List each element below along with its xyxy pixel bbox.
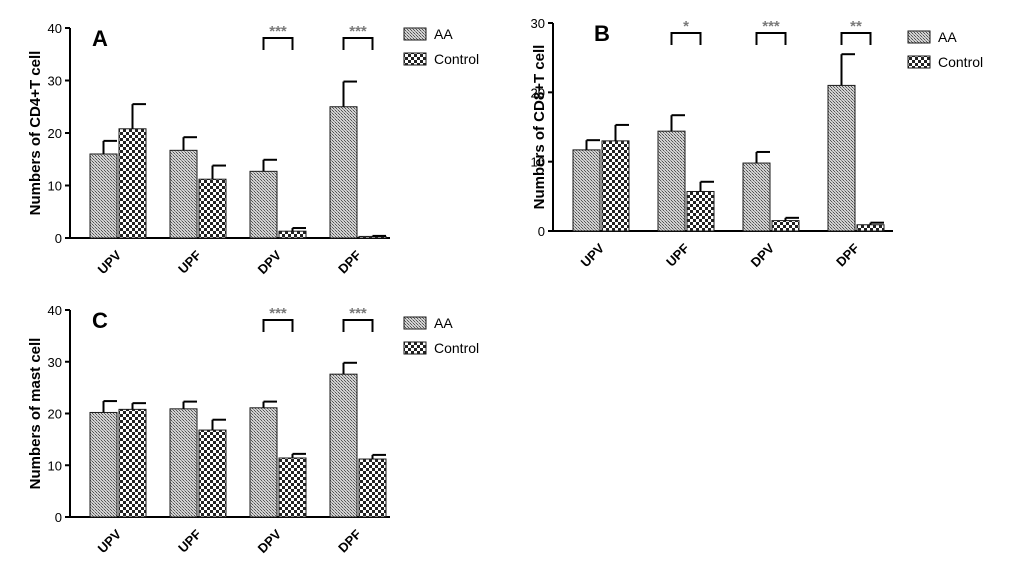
x-tick-label: DPF	[335, 247, 364, 276]
bar-aa	[329, 373, 358, 518]
y-tick-label: 0	[55, 510, 62, 525]
significance-bracket	[262, 37, 294, 50]
significance-label: ***	[269, 305, 287, 322]
y-axis-title: Numbers of CD4+T cell	[27, 51, 44, 216]
x-tick-label: UPF	[175, 526, 204, 555]
bar-control	[278, 230, 307, 239]
x-tick-label: DPV	[748, 240, 778, 270]
legend-label: AA	[938, 29, 957, 45]
panel-letter: B	[594, 21, 610, 46]
y-tick-label: 0	[55, 231, 62, 246]
significance-label: **	[850, 18, 862, 35]
legend-label: Control	[434, 340, 479, 356]
panel-letter: C	[92, 308, 108, 333]
bar-aa	[572, 149, 601, 232]
significance-label: *	[683, 18, 689, 35]
x-tick-label: UPF	[663, 240, 692, 269]
panel-a: A Numbers of CD4+T cell 0 10 20 30 40 UPV UPF DPV…	[27, 21, 479, 277]
y-tick-label: 30	[48, 74, 62, 89]
bar-aa	[89, 153, 118, 239]
bar-aa	[169, 408, 198, 518]
bar-aa	[249, 407, 278, 518]
panel-c: C Numbers of mast cell 0 10 20 30 40 UPV UPF DPV D…	[27, 303, 479, 556]
panel-letter: A	[92, 26, 108, 51]
significance-bracket	[262, 319, 294, 332]
bar-aa	[827, 84, 856, 232]
bar-control	[601, 140, 630, 232]
x-tick-label: UPV	[95, 526, 125, 556]
y-axis-title: Numbers of CD8+T cell	[531, 45, 548, 210]
significance-bracket	[840, 32, 872, 45]
bar-control	[198, 178, 227, 239]
bar-control	[771, 220, 800, 232]
x-tick-label: UPV	[95, 247, 125, 277]
y-tick-label: 30	[48, 355, 62, 370]
bar-aa	[249, 170, 278, 239]
x-tick-label: DPV	[255, 526, 285, 556]
x-tick-label: DPF	[335, 526, 364, 555]
bar-aa	[89, 411, 118, 518]
y-tick-label: 20	[48, 407, 62, 422]
bar-control	[118, 408, 147, 518]
y-tick-label: 20	[48, 126, 62, 141]
legend-label: Control	[434, 51, 479, 67]
bar-aa	[657, 130, 686, 232]
bar-aa	[329, 106, 358, 239]
bar-control	[118, 128, 147, 239]
y-tick-label: 20	[531, 85, 545, 100]
chart-layer: A Numbers of CD4+T cell 0 10 20 30 40 UPV UPF DPV…	[27, 16, 983, 556]
legend-label: AA	[434, 26, 453, 42]
bar-control	[198, 429, 227, 518]
y-tick-label: 10	[48, 458, 62, 473]
y-tick-label: 10	[531, 155, 545, 170]
legend-swatch-control	[907, 55, 931, 69]
bar-control	[856, 224, 885, 232]
x-tick-label: UPF	[175, 247, 204, 276]
y-tick-label: 40	[48, 21, 62, 36]
legend-swatch-aa	[403, 316, 427, 330]
bar-control	[278, 457, 307, 518]
legend-swatch-aa	[907, 30, 931, 44]
bar-aa	[742, 162, 771, 232]
significance-label: ***	[349, 23, 367, 40]
bar-aa	[169, 149, 198, 239]
significance-bracket	[755, 32, 787, 45]
significance-bracket	[342, 37, 374, 50]
significance-bracket	[342, 319, 374, 332]
legend-swatch-control	[403, 52, 427, 66]
y-tick-label: 10	[48, 179, 62, 194]
panel-b: B Numbers of CD8+T cell 0 10 20 30 UPV UPF DPV DP…	[531, 16, 984, 270]
significance-label: ***	[762, 18, 780, 35]
bar-control	[358, 458, 387, 518]
y-tick-label: 40	[48, 303, 62, 318]
significance-bracket	[670, 32, 702, 45]
x-tick-label: DPF	[833, 240, 862, 269]
significance-label: ***	[269, 23, 287, 40]
bar-control	[686, 190, 715, 232]
legend-swatch-aa	[403, 27, 427, 41]
legend-label: AA	[434, 315, 453, 331]
y-tick-label: 30	[531, 16, 545, 31]
x-tick-label: DPV	[255, 247, 285, 277]
legend-label: Control	[938, 54, 983, 70]
significance-label: ***	[349, 305, 367, 322]
y-tick-label: 0	[538, 224, 545, 239]
x-tick-label: UPV	[578, 240, 608, 270]
legend-swatch-control	[403, 341, 427, 355]
y-axis-title: Numbers of mast cell	[27, 338, 44, 490]
